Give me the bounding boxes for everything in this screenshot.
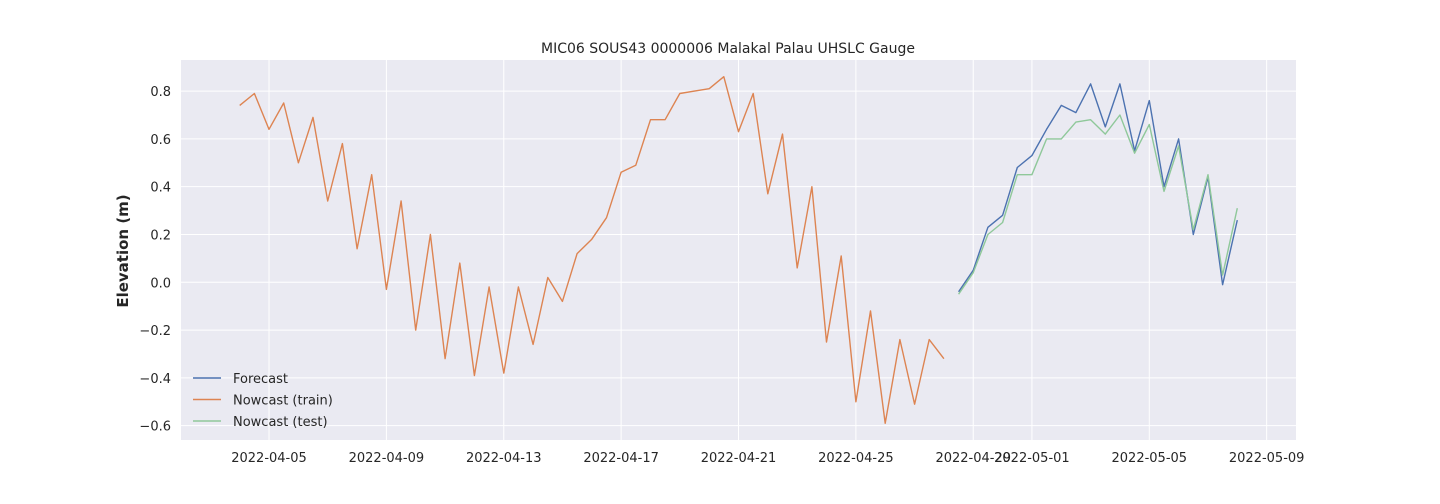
y-tick-label: 0.6 bbox=[150, 133, 171, 148]
legend: Forecast Nowcast (train) Nowcast (test) bbox=[193, 372, 333, 430]
legend-label: Forecast bbox=[233, 372, 288, 387]
x-tick-labels: 2022-04-05 2022-04-09 2022-04-13 2022-04-17… bbox=[231, 451, 1304, 466]
x-tick-label: 2022-05-09 bbox=[1229, 451, 1305, 466]
x-tick-label: 2022-05-05 bbox=[1112, 451, 1188, 466]
x-tick-label: 2022-05-01 bbox=[994, 451, 1070, 466]
y-tick-label: 0.2 bbox=[150, 228, 171, 243]
series-line-nowcast-test bbox=[958, 114, 1238, 295]
y-tick-label: −0.4 bbox=[139, 372, 171, 387]
x-tick-label: 2022-04-13 bbox=[466, 451, 542, 466]
legend-label: Nowcast (test) bbox=[233, 415, 328, 430]
x-tick-label: 2022-04-09 bbox=[349, 451, 425, 466]
y-tick-label: 0.0 bbox=[150, 276, 171, 291]
y-axis-label: Elevation (m) bbox=[114, 194, 132, 307]
series-line-nowcast-train bbox=[239, 75, 945, 424]
x-tick-label: 2022-04-21 bbox=[701, 451, 777, 466]
series-lines bbox=[239, 75, 1238, 424]
x-tick-label: 2022-04-29 bbox=[935, 451, 1011, 466]
y-tick-label: 0.8 bbox=[150, 85, 171, 100]
chart-title: MIC06 SOUS43 0000006 Malakal Palau UHSLC… bbox=[541, 41, 915, 57]
x-tick-label: 2022-04-05 bbox=[231, 451, 307, 466]
y-tick-label: 0.4 bbox=[150, 181, 171, 196]
x-tick-label: 2022-04-17 bbox=[583, 451, 659, 466]
x-tick-label: 2022-04-25 bbox=[818, 451, 894, 466]
legend-label: Nowcast (train) bbox=[233, 394, 333, 409]
y-tick-labels: −0.6 −0.4 −0.2 0.0 0.2 0.4 0.6 0.8 bbox=[139, 85, 171, 435]
y-tick-label: −0.2 bbox=[139, 324, 171, 339]
y-tick-label: −0.6 bbox=[139, 420, 171, 435]
grid bbox=[181, 60, 1296, 440]
